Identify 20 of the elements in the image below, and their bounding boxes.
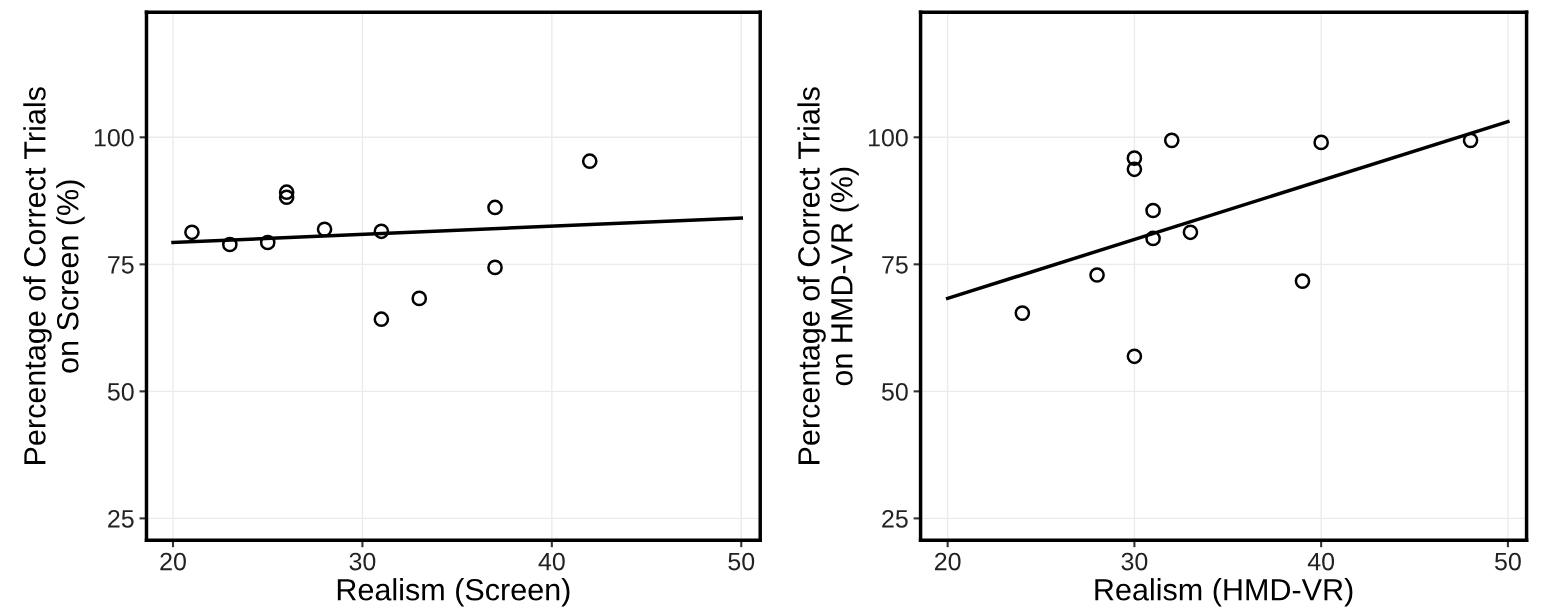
x-tick-label: 20 <box>935 552 961 571</box>
y-tick-label: 25 <box>108 509 134 528</box>
y-tick-label: 75 <box>108 256 134 274</box>
x-tick-label: 50 <box>1495 552 1521 571</box>
x-tick-label: 20 <box>160 552 186 571</box>
y-tick-label: 75 <box>882 256 908 274</box>
y-tick-label: 50 <box>881 382 908 401</box>
y-tick-label: 25 <box>882 509 908 528</box>
x-tick-label: 40 <box>538 552 565 571</box>
x-tick-label: 40 <box>1307 552 1335 571</box>
y-tick-label: 100 <box>868 128 908 147</box>
x-tick-label: 30 <box>349 552 376 571</box>
y-tick-label: 50 <box>107 382 134 401</box>
y-axis-title: Percentage of Correct Trials on Screen (%) <box>23 87 85 464</box>
x-tick-label: 30 <box>1121 552 1148 571</box>
x-axis-title: Realism (HMD-VR) <box>1095 578 1353 607</box>
y-tick-label: 100 <box>94 128 134 147</box>
x-axis-title: Realism (Screen) <box>337 578 570 607</box>
y-axis-title: Percentage of Correct Trials on HMD-VR (%) <box>797 87 859 464</box>
x-tick-label: 50 <box>728 552 755 571</box>
